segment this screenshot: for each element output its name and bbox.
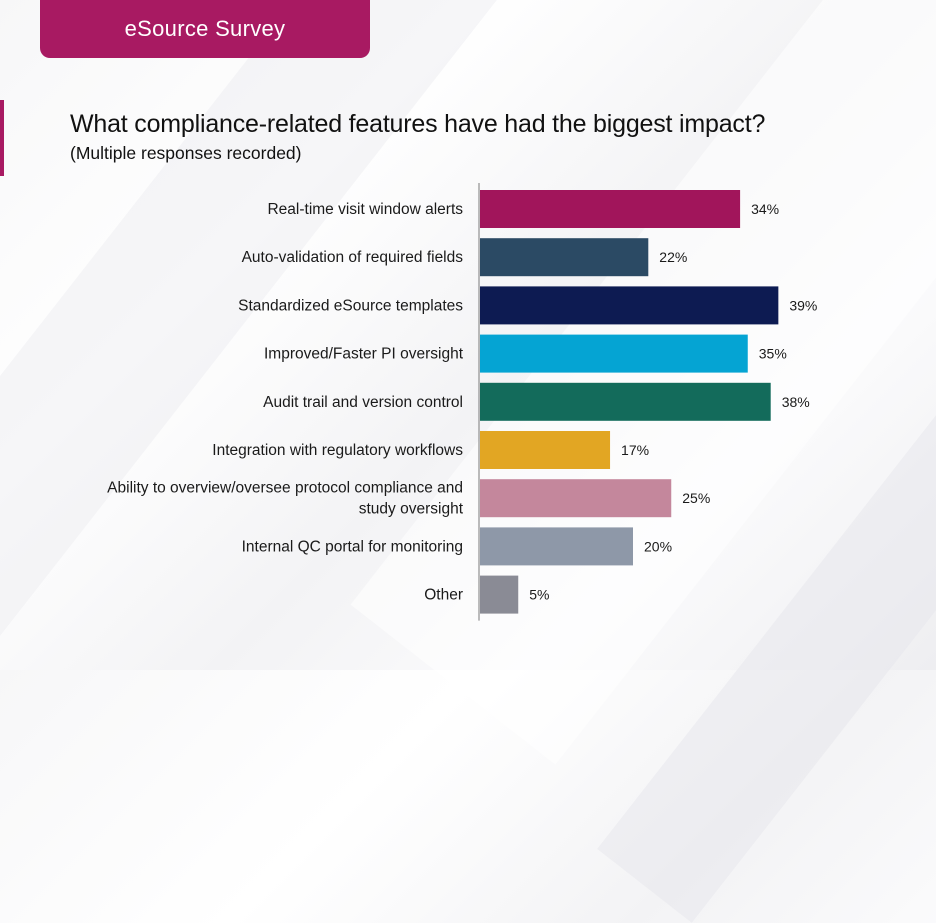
category-label: Other bbox=[424, 587, 463, 604]
bar bbox=[480, 431, 611, 469]
bar bbox=[480, 190, 741, 228]
banner-title: eSource Survey bbox=[124, 16, 286, 41]
value-label: 38% bbox=[782, 394, 810, 410]
category-label: Internal QC portal for monitoring bbox=[242, 538, 463, 555]
value-label: 22% bbox=[659, 249, 687, 265]
category-label: Improved/Faster PI oversight bbox=[264, 346, 464, 363]
bar bbox=[480, 479, 672, 518]
category-label: Standardized eSource templates bbox=[238, 297, 463, 314]
category-label: Audit trail and version control bbox=[263, 394, 463, 411]
category-label: Real-time visit window alerts bbox=[267, 201, 463, 218]
bar bbox=[480, 286, 779, 325]
chart-subtitle: (Multiple responses recorded) bbox=[70, 143, 302, 163]
value-label: 25% bbox=[682, 490, 710, 506]
category-label: Auto-validation of required fields bbox=[242, 249, 464, 266]
bar-chart: 34% Real-time visit window alerts 22% Auto-… bbox=[107, 183, 817, 621]
category-label: study oversight bbox=[359, 501, 464, 518]
value-label: 17% bbox=[621, 442, 649, 458]
category-label: Ability to overview/oversee protocol com… bbox=[107, 480, 463, 497]
value-label: 39% bbox=[789, 297, 817, 313]
bar bbox=[480, 527, 633, 566]
value-label: 35% bbox=[759, 346, 787, 362]
accent-bar bbox=[0, 100, 4, 176]
value-label: 34% bbox=[751, 201, 779, 217]
header-banner: eSource Survey bbox=[40, 0, 370, 58]
value-label: 20% bbox=[644, 538, 672, 554]
chart-title: What compliance-related features have ha… bbox=[70, 110, 766, 138]
value-label: 5% bbox=[529, 587, 549, 603]
bar bbox=[480, 334, 748, 373]
category-label: Integration with regulatory workflows bbox=[212, 442, 463, 459]
bar bbox=[480, 238, 649, 277]
bar bbox=[480, 382, 771, 421]
bar bbox=[480, 575, 519, 614]
